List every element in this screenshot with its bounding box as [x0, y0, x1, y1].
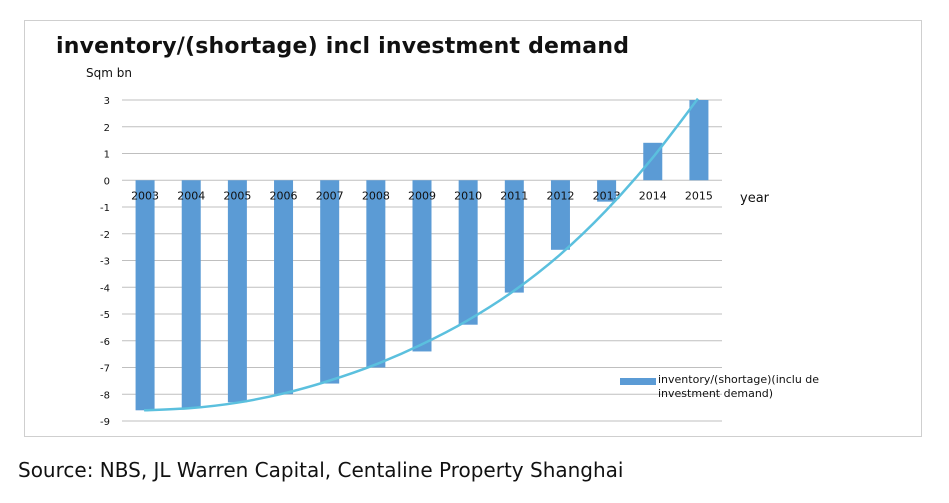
source-note: Source: NBS, JL Warren Capital, Centalin…: [18, 458, 624, 482]
y-tick-label: -6: [100, 337, 110, 348]
x-tick-label: 2005: [223, 189, 251, 202]
x-tick-label: 2004: [177, 189, 205, 202]
bar: [320, 180, 340, 384]
chart-title: inventory/(shortage) incl investment dem…: [56, 34, 630, 59]
bar: [366, 180, 386, 368]
x-tick-label: 2011: [500, 189, 528, 202]
y-tick-label: -8: [100, 390, 110, 401]
bar: [504, 180, 524, 293]
y-tick-label: -7: [100, 364, 110, 375]
y-axis-unit-label: Sqm bn: [86, 66, 132, 80]
x-axis-label: year: [740, 191, 770, 206]
y-tick-label: -4: [100, 283, 110, 294]
bar: [458, 180, 478, 325]
x-tick-label: 2008: [362, 189, 390, 202]
y-tick-label: -3: [100, 257, 110, 268]
y-tick-label: -2: [100, 230, 110, 241]
y-tick-label: 3: [104, 96, 110, 107]
x-tick-label: 2013: [593, 189, 621, 202]
x-tick-label: 2006: [270, 189, 298, 202]
x-tick-label: 2007: [316, 189, 344, 202]
bar: [227, 180, 247, 403]
bar: [550, 180, 570, 250]
bar: [689, 100, 709, 181]
y-tick-label: -5: [100, 310, 110, 321]
x-tick-label: 2014: [639, 189, 667, 202]
bar: [274, 180, 294, 395]
legend-swatch: [620, 378, 656, 385]
x-tick-label: 2003: [131, 189, 159, 202]
x-tick-label: 2012: [546, 189, 574, 202]
bar: [597, 180, 617, 202]
x-tick-label: 2015: [685, 189, 713, 202]
bar: [135, 180, 155, 411]
bar: [412, 180, 432, 352]
y-tick-label: -9: [100, 417, 110, 428]
y-tick-label: 0: [104, 176, 110, 187]
bar: [181, 180, 201, 408]
legend-label: inventory/(shortage)(inclu de investment…: [658, 373, 820, 400]
x-tick-label: 2009: [408, 189, 436, 202]
y-tick-label: 2: [104, 123, 110, 134]
trend-line: [144, 97, 699, 412]
x-tick-label: 2010: [454, 189, 482, 202]
y-tick-label: 1: [104, 150, 110, 161]
y-tick-label: -1: [100, 203, 110, 214]
